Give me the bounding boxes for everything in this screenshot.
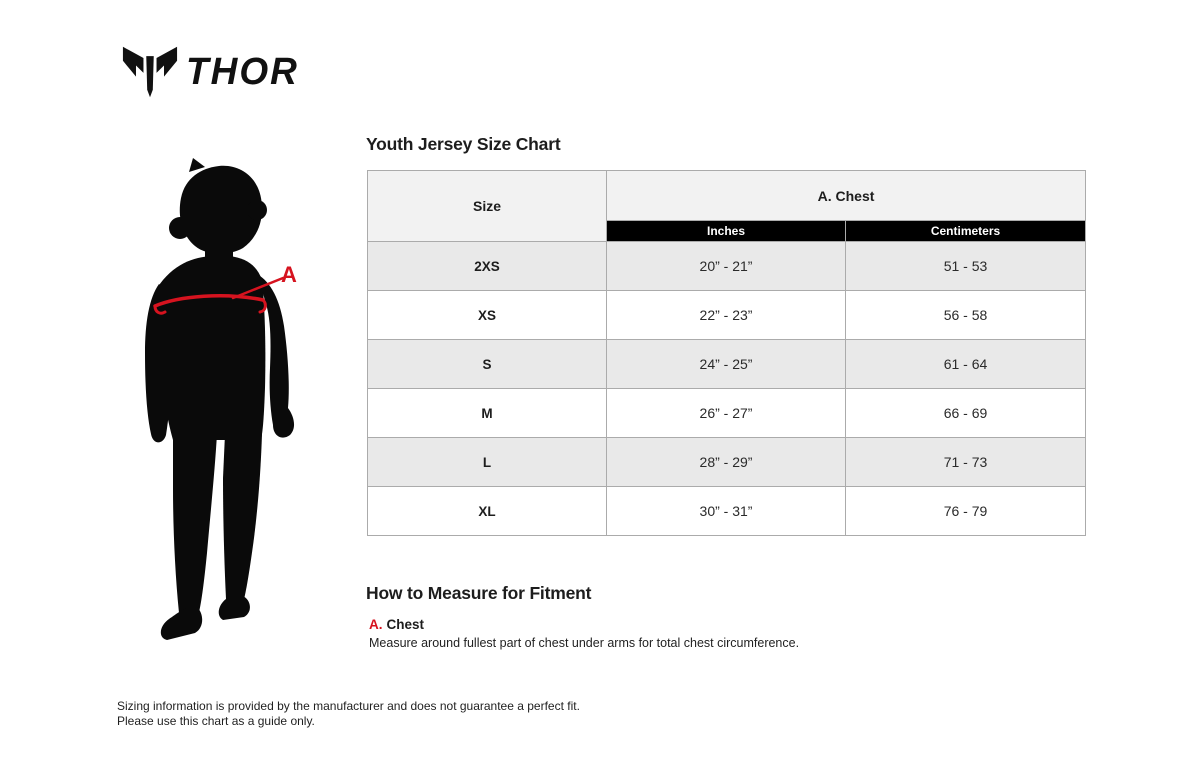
table-row-xs: XS 22” - 23” 56 - 58 — [367, 290, 1087, 340]
measurement-diagram: A — [133, 158, 305, 663]
centimeters-cell: 66 - 69 — [844, 388, 1087, 438]
thor-horns-icon — [122, 46, 178, 98]
measure-item-title: A. Chest — [369, 617, 424, 632]
inches-cell: 30” - 31” — [606, 486, 846, 536]
youth-silhouette — [145, 158, 295, 640]
centimeters-cell: 56 - 58 — [844, 290, 1087, 340]
measure-label-a: A — [281, 262, 297, 287]
size-cell: 2XS — [367, 241, 607, 291]
inches-cell: 24” - 25” — [606, 339, 846, 389]
column-header-size: Size — [367, 170, 607, 242]
inches-cell: 26” - 27” — [606, 388, 846, 438]
disclaimer-line-1: Sizing information is provided by the ma… — [117, 699, 580, 713]
column-header-centimeters: Centimeters — [844, 220, 1087, 242]
column-header-chest: A. Chest — [605, 170, 1087, 221]
size-cell: L — [367, 437, 607, 487]
disclaimer-line-2: Please use this chart as a guide only. — [117, 713, 315, 728]
measure-section-heading: How to Measure for Fitment — [366, 583, 592, 603]
page-title: Youth Jersey Size Chart — [366, 134, 561, 154]
column-header-inches: Inches — [606, 220, 846, 242]
measure-item-description: Measure around fullest part of chest und… — [369, 636, 800, 650]
brand-logo: THOR — [122, 44, 299, 100]
centimeters-cell: 71 - 73 — [844, 437, 1087, 487]
table-header-row: Size A. Chest — [367, 170, 1087, 242]
measure-item-name: Chest — [386, 617, 425, 632]
size-cell: S — [367, 339, 607, 389]
size-cell: XL — [367, 486, 607, 536]
centimeters-cell: 61 - 64 — [844, 339, 1087, 389]
chest-measure-line — [153, 276, 285, 315]
inches-cell: 20” - 21” — [606, 241, 846, 291]
brand-wordmark: THOR — [186, 50, 299, 93]
inches-cell: 22” - 23” — [606, 290, 846, 340]
table-row-m: M 26” - 27” 66 - 69 — [367, 388, 1087, 438]
inches-cell: 28” - 29” — [606, 437, 846, 487]
centimeters-cell: 51 - 53 — [844, 241, 1087, 291]
table-row-2xs: 2XS 20” - 21” 51 - 53 — [367, 241, 1087, 291]
size-cell: XS — [367, 290, 607, 340]
table-subheader-row: Inches Centimeters — [368, 220, 1087, 242]
table-row-l: L 28” - 29” 71 - 73 — [367, 437, 1087, 487]
disclaimer: Sizing information is provided by the ma… — [117, 699, 580, 728]
size-cell: M — [367, 388, 607, 438]
centimeters-cell: 76 - 79 — [844, 486, 1087, 536]
size-chart-table: Size A. Chest Inches Centimeters 2XS 20”… — [367, 170, 1087, 536]
table-row-xl: XL 30” - 31” 76 - 79 — [367, 486, 1087, 536]
measure-item-key: A. — [369, 617, 383, 632]
table-row-s: S 24” - 25” 61 - 64 — [367, 339, 1087, 389]
